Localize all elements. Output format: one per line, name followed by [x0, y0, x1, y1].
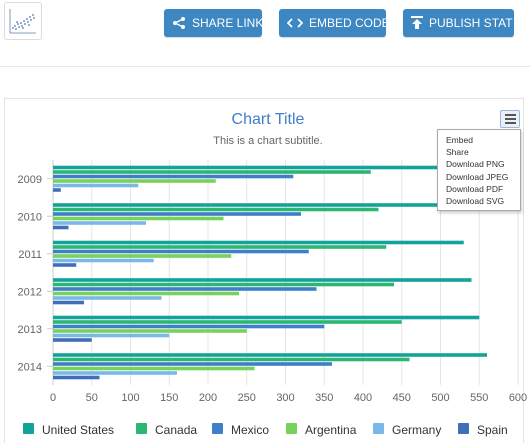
embed-code-button[interactable]: EMBED CODE	[279, 9, 390, 37]
share-link-label: SHARE LINK	[192, 16, 264, 30]
top-toolbar: SHARE LINK EMBED CODE PUBLISH STAT	[0, 0, 530, 67]
x-tick-label: 450	[393, 392, 411, 404]
menu-item-embed[interactable]: Embed	[446, 135, 473, 145]
share-link-button[interactable]: SHARE LINK	[164, 9, 264, 37]
menu-item-download-jpeg[interactable]: Download JPEG	[446, 171, 509, 182]
x-tick-label: 150	[160, 392, 178, 404]
bar	[53, 203, 468, 207]
x-tick-label: 50	[86, 392, 98, 404]
bar	[53, 263, 77, 267]
menu-item-download-svg[interactable]: Download SVG	[446, 195, 505, 206]
legend-swatch	[136, 423, 147, 434]
chart-subtitle: This is a chart subtitle.	[213, 135, 322, 147]
x-tick-label: 300	[276, 392, 294, 404]
bar	[53, 240, 464, 245]
legend-label: United States	[42, 423, 114, 437]
scatter-plot-icon	[9, 9, 36, 34]
legend-label: Spain	[477, 423, 508, 437]
bar	[53, 225, 69, 230]
bar	[53, 362, 332, 366]
bar	[53, 188, 61, 192]
bar	[53, 375, 100, 380]
bar-chart: Chart Title This is a chart subtitle. 20…	[18, 111, 528, 437]
bar	[53, 258, 154, 263]
y-tick-label: 2009	[18, 174, 42, 186]
legend-label: Germany	[392, 423, 441, 437]
upload-icon	[411, 16, 423, 30]
y-tick-label: 2012	[18, 286, 42, 298]
bar	[53, 165, 472, 170]
bar	[53, 353, 487, 357]
bar	[53, 338, 92, 342]
bar	[53, 320, 402, 324]
bar	[53, 333, 170, 338]
bar	[53, 216, 224, 221]
bar	[53, 357, 410, 362]
menu-item-download-pdf[interactable]: Download PDF	[446, 183, 504, 194]
publish-stat-label: PUBLISH STAT	[429, 16, 513, 30]
menu-item-share[interactable]: Share	[446, 147, 469, 158]
x-tick-label: 200	[199, 392, 217, 404]
bar	[53, 300, 84, 305]
legend-label: Canada	[155, 423, 197, 437]
bar	[53, 170, 371, 174]
bar	[53, 296, 162, 300]
bar	[53, 174, 294, 179]
bar	[53, 371, 177, 375]
bar	[53, 249, 309, 254]
legend-label: Argentina	[305, 423, 357, 437]
y-tick-label: 2014	[18, 361, 42, 373]
bar	[53, 291, 239, 296]
legend-swatch	[373, 423, 384, 434]
embed-code-label: EMBED CODE	[309, 16, 390, 30]
y-tick-label: 2013	[18, 324, 42, 336]
chart-export-menu: Embed Share Download PNG Download JPEG D…	[437, 129, 521, 211]
bar	[53, 254, 232, 258]
x-tick-label: 500	[431, 392, 449, 404]
legend-swatch	[212, 423, 223, 434]
chart-title: Chart Title	[232, 111, 305, 128]
legend-label: Mexico	[231, 423, 269, 437]
x-tick-label: 100	[121, 392, 139, 404]
bar	[53, 324, 325, 329]
x-tick-label: 250	[238, 392, 256, 404]
bar	[53, 183, 139, 188]
chart-context-menu-button[interactable]	[500, 110, 520, 128]
legend-swatch	[286, 423, 297, 434]
bar	[53, 329, 247, 333]
bar	[53, 212, 301, 216]
x-tick-label: 600	[509, 392, 527, 404]
chart-thumbnail[interactable]	[4, 2, 42, 40]
bar	[53, 287, 317, 291]
x-tick-label: 400	[354, 392, 372, 404]
bar	[53, 179, 216, 183]
x-tick-label: 350	[315, 392, 333, 404]
x-tick-label: 550	[470, 392, 488, 404]
y-tick-label: 2011	[18, 249, 42, 261]
bar	[53, 315, 480, 320]
bar	[53, 278, 472, 282]
bar	[53, 207, 379, 212]
bar	[53, 282, 394, 287]
legend-swatch	[23, 423, 34, 434]
legend-swatch	[458, 423, 469, 434]
share-icon	[172, 16, 186, 30]
bar	[53, 221, 146, 225]
x-tick-label: 0	[50, 392, 56, 404]
y-tick-label: 2010	[18, 211, 42, 223]
bar	[53, 245, 387, 249]
publish-stat-button[interactable]: PUBLISH STAT	[403, 9, 514, 37]
bar	[53, 366, 255, 371]
menu-item-download-png[interactable]: Download PNG	[446, 159, 505, 170]
code-icon	[287, 17, 303, 29]
